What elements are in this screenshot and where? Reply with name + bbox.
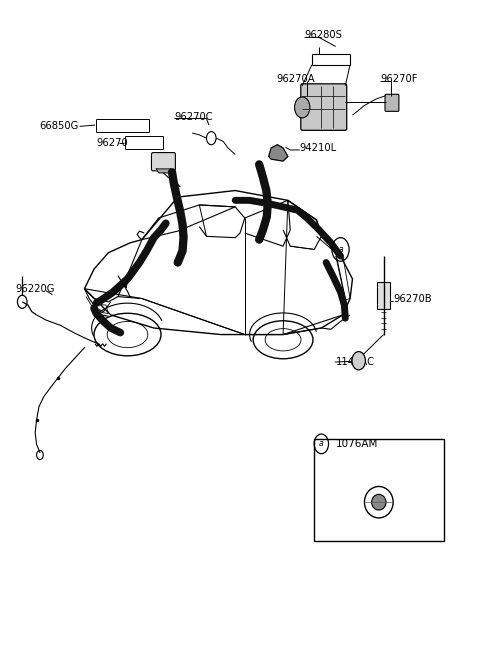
Text: 1076AM: 1076AM [336, 439, 378, 449]
Text: 96280S: 96280S [305, 30, 343, 41]
Text: 94210L: 94210L [300, 143, 337, 153]
FancyBboxPatch shape [152, 153, 175, 171]
Circle shape [352, 352, 365, 370]
Text: 96270A: 96270A [276, 74, 314, 84]
Polygon shape [269, 145, 288, 161]
Text: 1141AC: 1141AC [336, 357, 375, 367]
Circle shape [295, 97, 310, 118]
Text: a: a [338, 245, 343, 254]
Text: 66850G: 66850G [39, 121, 78, 131]
FancyBboxPatch shape [377, 281, 390, 309]
FancyBboxPatch shape [301, 84, 347, 131]
Polygon shape [156, 169, 170, 173]
Text: 96270C: 96270C [174, 112, 213, 121]
Text: a: a [319, 440, 324, 448]
Text: 96270F: 96270F [380, 74, 418, 84]
Text: 96270B: 96270B [393, 293, 432, 304]
FancyBboxPatch shape [314, 439, 444, 541]
Ellipse shape [372, 495, 386, 510]
Text: 96270: 96270 [96, 138, 128, 148]
Text: 96220G: 96220G [15, 284, 55, 294]
FancyBboxPatch shape [385, 94, 399, 112]
